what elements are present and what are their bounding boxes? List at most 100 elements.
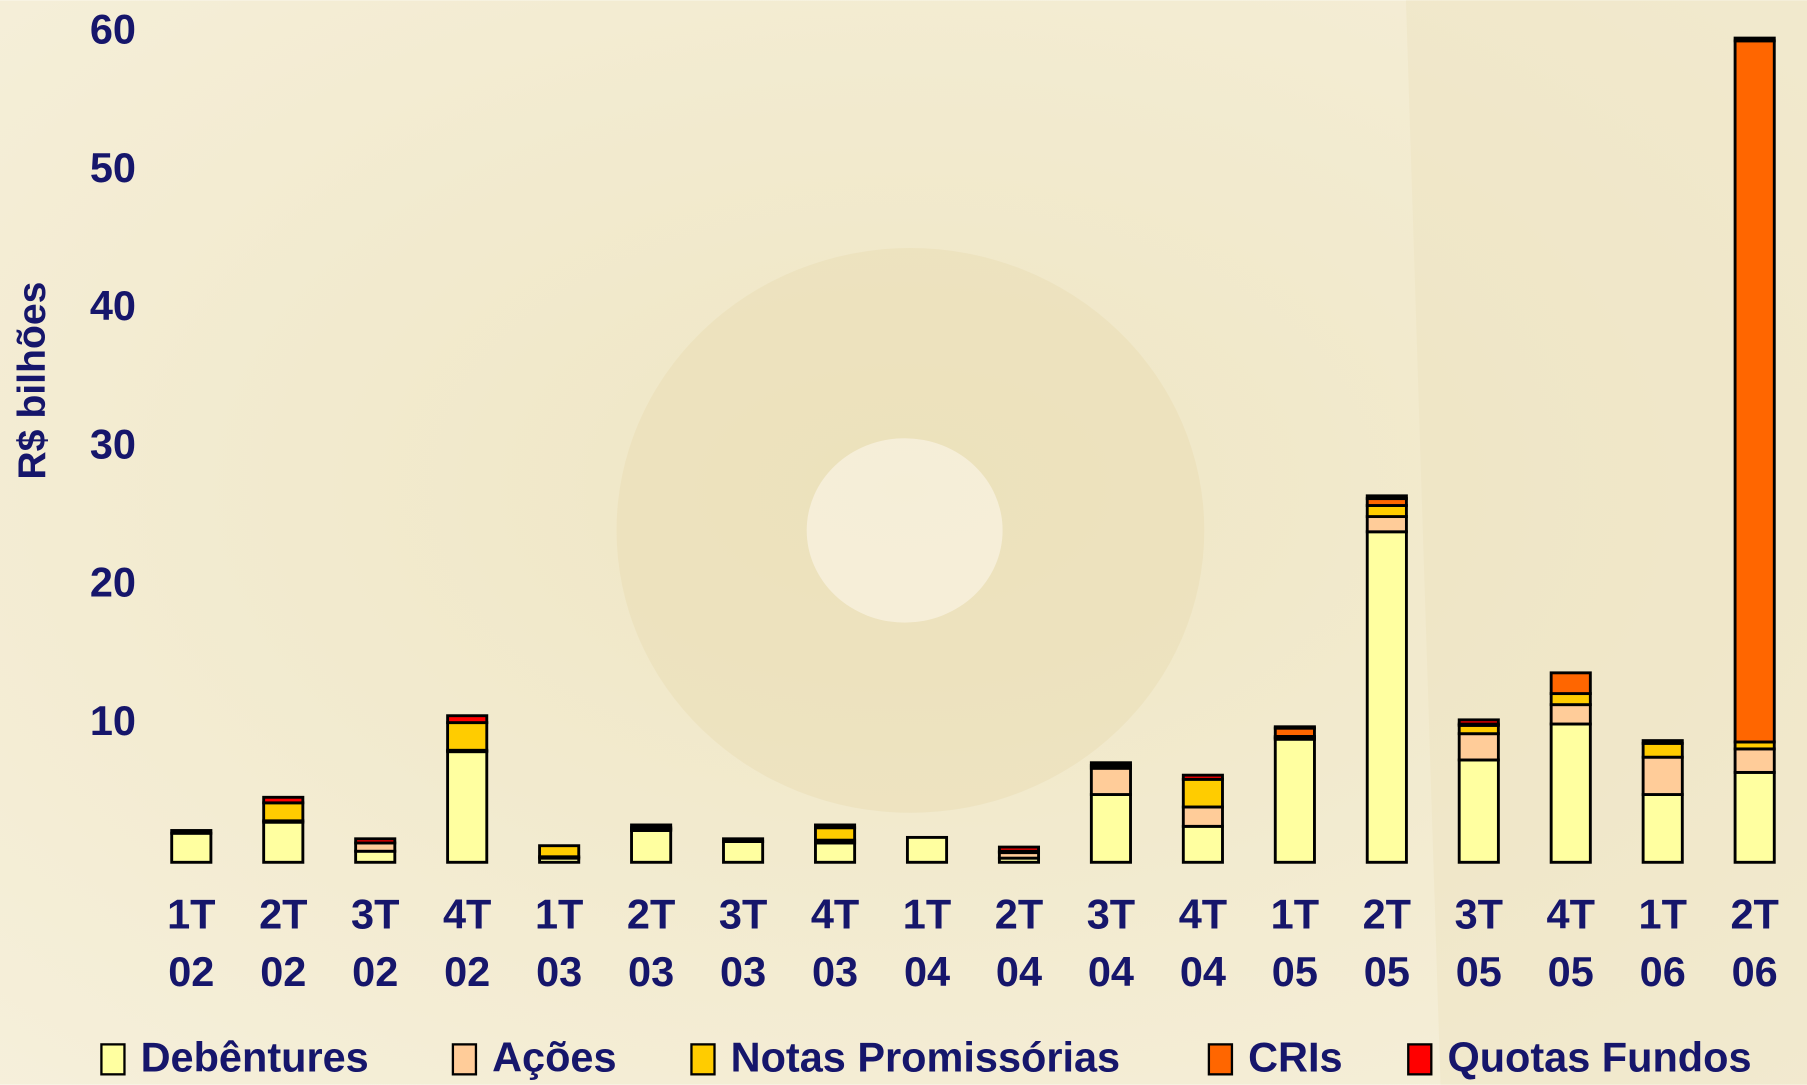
bar-segment bbox=[1273, 737, 1316, 864]
x-tick-label: 1T bbox=[1639, 891, 1687, 938]
x-tick-label: 04 bbox=[904, 948, 950, 995]
x-tick-label: 02 bbox=[260, 948, 306, 995]
bar-segment bbox=[1733, 747, 1776, 774]
bar-segment bbox=[722, 837, 765, 843]
x-tick-label: 05 bbox=[1272, 948, 1318, 995]
bar-segment bbox=[1181, 777, 1224, 809]
bar-segment bbox=[1549, 722, 1592, 864]
legend-label: Ações bbox=[492, 1033, 616, 1080]
x-tick-label: 06 bbox=[1640, 948, 1686, 995]
bar-segment bbox=[630, 823, 673, 830]
bar-segment bbox=[1365, 504, 1408, 519]
x-tick-label: 05 bbox=[1456, 948, 1502, 995]
x-tick-label: 4T bbox=[443, 891, 491, 938]
bar-segment bbox=[1181, 824, 1224, 864]
x-tick-label: 4T bbox=[1179, 891, 1227, 938]
x-tick-label: 03 bbox=[536, 948, 582, 995]
bar-segment bbox=[1089, 766, 1132, 796]
x-tick-label: 4T bbox=[811, 891, 859, 938]
bar-segment bbox=[1181, 805, 1224, 828]
background-seal-center bbox=[806, 438, 1003, 623]
x-tick-label: 3T bbox=[351, 891, 399, 938]
bar-segment bbox=[630, 829, 673, 864]
y-tick-label: 10 bbox=[90, 697, 136, 744]
y-axis-title: R$ bilhões bbox=[11, 282, 54, 480]
background-note bbox=[1405, 0, 1807, 1085]
x-tick-label: 3T bbox=[1455, 891, 1503, 938]
x-tick-label: 02 bbox=[352, 948, 398, 995]
x-tick-label: 02 bbox=[168, 948, 214, 995]
x-tick-label: 2T bbox=[995, 891, 1043, 938]
bar-segment bbox=[1365, 494, 1408, 501]
x-tick-label: 2T bbox=[259, 891, 307, 938]
y-tick-label: 40 bbox=[90, 282, 136, 329]
x-tick-label: 1T bbox=[903, 891, 951, 938]
bar-segment bbox=[262, 795, 305, 805]
y-tick-label: 30 bbox=[90, 420, 136, 467]
x-tick-label: 2T bbox=[627, 891, 675, 938]
x-tick-label: 04 bbox=[1180, 948, 1226, 995]
bar-segment bbox=[1457, 718, 1500, 726]
bar-segment bbox=[538, 844, 581, 859]
x-tick-label: 05 bbox=[1364, 948, 1410, 995]
x-tick-label: 3T bbox=[719, 891, 767, 938]
bar-segment bbox=[1273, 725, 1316, 730]
bar-segment bbox=[1641, 741, 1684, 759]
x-tick-label: 03 bbox=[628, 948, 674, 995]
legend-label: Notas Promissórias bbox=[731, 1033, 1121, 1080]
bar-segment bbox=[814, 841, 857, 864]
bar-segment bbox=[997, 845, 1041, 853]
bar-segment bbox=[1549, 671, 1592, 696]
legend-swatch bbox=[451, 1043, 478, 1076]
bar-segment bbox=[262, 820, 305, 864]
bar-segment bbox=[1089, 761, 1132, 767]
x-tick-label: 03 bbox=[720, 948, 766, 995]
x-tick-label: 02 bbox=[444, 948, 490, 995]
bar-segment bbox=[814, 823, 857, 830]
x-tick-label: 06 bbox=[1732, 948, 1778, 995]
bar-segment bbox=[1365, 530, 1408, 864]
bar-segment bbox=[354, 849, 397, 864]
y-tick-label: 20 bbox=[90, 559, 136, 606]
bar-segment bbox=[1549, 703, 1592, 726]
bar-segment bbox=[1089, 793, 1132, 864]
bar-segment bbox=[1365, 515, 1408, 534]
x-tick-label: 2T bbox=[1730, 891, 1778, 938]
x-tick-label: 4T bbox=[1547, 891, 1595, 938]
x-tick-label: 1T bbox=[535, 891, 583, 938]
legend-label: Quotas Fundos bbox=[1447, 1033, 1751, 1080]
bar-segment bbox=[1733, 39, 1776, 744]
bar-segment bbox=[170, 831, 213, 864]
legend-label: Debêntures bbox=[141, 1033, 369, 1080]
legend-swatch bbox=[100, 1043, 126, 1076]
bar-segment bbox=[814, 826, 857, 842]
legend-swatch bbox=[690, 1043, 716, 1076]
bar-segment bbox=[1733, 770, 1776, 864]
x-tick-label: 03 bbox=[812, 948, 858, 995]
y-tick-label: 60 bbox=[90, 6, 136, 53]
bar-segment bbox=[354, 837, 397, 845]
x-tick-label: 05 bbox=[1548, 948, 1594, 995]
x-tick-label: 04 bbox=[1088, 948, 1134, 995]
bar-segment bbox=[1641, 739, 1684, 745]
legend-swatch bbox=[1207, 1043, 1234, 1076]
y-tick-label: 50 bbox=[90, 144, 136, 191]
x-tick-label: 1T bbox=[167, 891, 215, 938]
x-tick-label: 3T bbox=[1087, 891, 1135, 938]
bar-segment bbox=[1641, 793, 1684, 864]
legend-swatch bbox=[1407, 1043, 1433, 1076]
x-tick-label: 1T bbox=[1271, 891, 1319, 938]
bar-segment bbox=[446, 721, 489, 752]
bar-segment bbox=[722, 840, 765, 864]
x-tick-label: 2T bbox=[1363, 891, 1411, 938]
bar-segment bbox=[1457, 758, 1500, 864]
legend-label: CRIs bbox=[1248, 1033, 1342, 1080]
bar-segment bbox=[905, 835, 949, 864]
bar-segment bbox=[170, 829, 213, 835]
bar-segment bbox=[446, 714, 489, 725]
bar-segment bbox=[1549, 692, 1592, 707]
bar-segment bbox=[1641, 755, 1684, 796]
bar-segment bbox=[1733, 36, 1776, 43]
x-tick-label: 04 bbox=[996, 948, 1042, 995]
